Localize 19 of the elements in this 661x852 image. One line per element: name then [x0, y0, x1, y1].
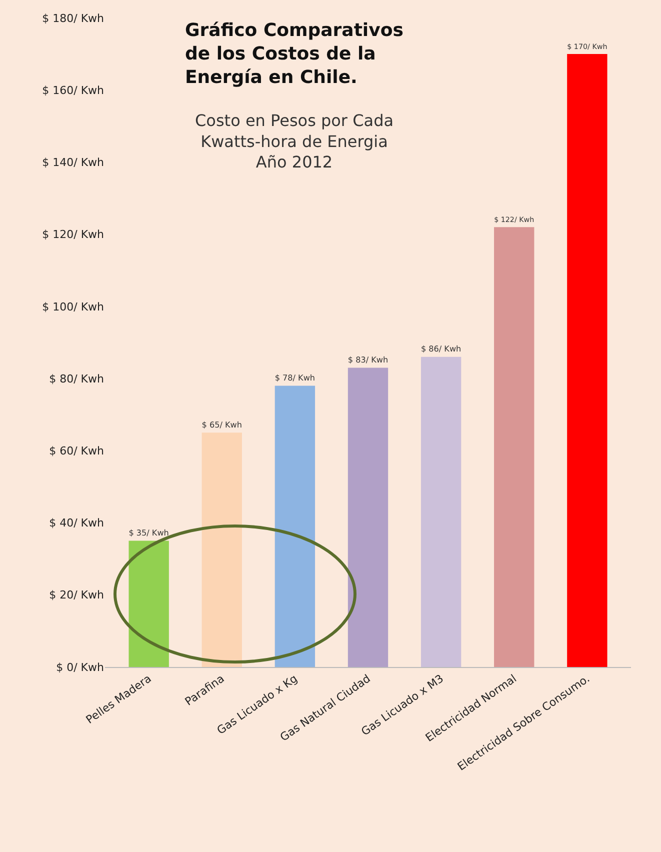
y-tick-label: $ 60/ Kwh — [49, 444, 104, 458]
bar — [128, 540, 169, 667]
y-tick-label: $ 80/ Kwh — [49, 372, 104, 386]
y-tick-label: $ 140/ Kwh — [42, 156, 104, 170]
bar — [420, 356, 462, 667]
bar — [567, 54, 608, 667]
bar — [494, 227, 534, 667]
y-tick-label: $ 40/ Kwh — [49, 516, 104, 530]
y-tick-label: $ 180/ Kwh — [42, 12, 104, 25]
bar — [202, 432, 242, 667]
y-tick-label: $ 120/ Kwh — [42, 228, 104, 242]
y-tick-label: $ 0/ Kwh — [56, 660, 104, 674]
bar — [348, 368, 388, 667]
y-tick-label: $ 20/ Kwh — [49, 588, 104, 602]
bar — [274, 386, 316, 667]
y-tick-label: $ 100/ Kwh — [42, 300, 104, 314]
y-tick-label: $ 160/ Kwh — [42, 84, 104, 97]
text: Gráfico Comparativos de los Costos de la Energía en Chile. — [185, 20, 404, 88]
text: Costo en Pesos por Cada Kwatts-hora de Energia Año 2012 — [195, 111, 394, 172]
